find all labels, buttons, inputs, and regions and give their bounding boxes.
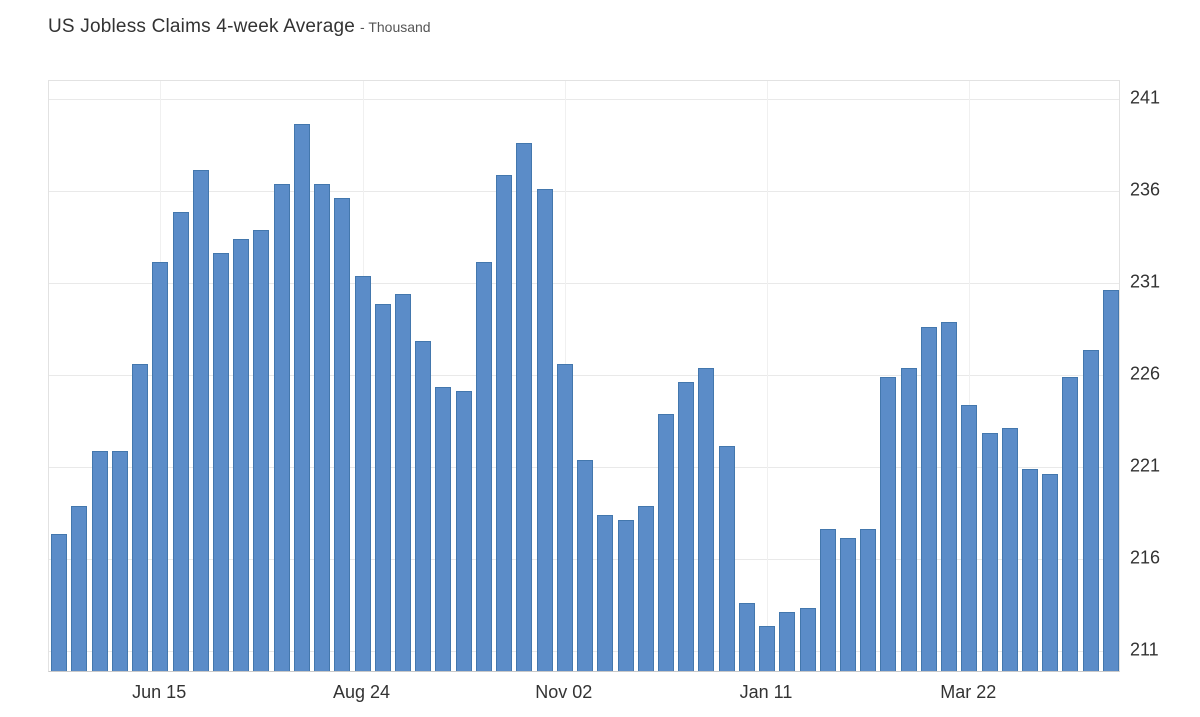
vertical-gridline — [767, 81, 768, 671]
chart-header: US Jobless Claims 4-week Average - Thousa… — [48, 16, 431, 38]
bar[interactable] — [435, 386, 452, 671]
bar[interactable] — [536, 188, 553, 671]
bar[interactable] — [192, 170, 209, 671]
y-axis-tick-label: 231 — [1130, 271, 1161, 292]
bar[interactable] — [1022, 469, 1038, 671]
y-axis-tick-label: 226 — [1130, 363, 1161, 384]
x-axis-tick-label: Aug 24 — [332, 682, 391, 702]
bar[interactable] — [152, 262, 169, 671]
bar[interactable] — [1042, 474, 1059, 671]
bar[interactable] — [51, 533, 68, 671]
bar[interactable] — [496, 174, 513, 671]
horizontal-gridline — [49, 282, 1119, 284]
bar[interactable] — [678, 381, 695, 671]
bar[interactable] — [172, 211, 189, 671]
y-axis-tick-label: 221 — [1130, 455, 1161, 476]
bar[interactable] — [920, 326, 937, 671]
bar[interactable] — [941, 322, 958, 671]
bar[interactable] — [1001, 427, 1018, 671]
bar[interactable] — [556, 363, 573, 671]
bar[interactable] — [779, 612, 796, 671]
x-axis-tick-label: Nov 02 — [535, 682, 593, 702]
bar[interactable] — [860, 529, 877, 671]
bar[interactable] — [1102, 289, 1119, 671]
bar[interactable] — [91, 451, 108, 671]
bar[interactable] — [819, 529, 836, 671]
bar[interactable] — [293, 124, 310, 671]
bar[interactable] — [880, 377, 897, 671]
bar[interactable] — [637, 506, 654, 671]
bar[interactable] — [617, 520, 634, 671]
bar[interactable] — [71, 506, 88, 671]
bar[interactable] — [961, 404, 978, 671]
bar[interactable] — [718, 446, 735, 671]
x-axis-tick-label: Mar 22 — [940, 682, 997, 702]
bar[interactable] — [516, 142, 533, 671]
horizontal-gridline — [49, 98, 1119, 100]
y-axis-tick-label: 211 — [1130, 639, 1159, 660]
plot-area — [48, 80, 1120, 672]
x-axis-tick-label: Jan 11 — [739, 682, 793, 702]
x-axis-tick-label: Jun 15 — [132, 682, 187, 702]
bar[interactable] — [374, 303, 391, 671]
bar[interactable] — [233, 239, 250, 671]
chart-title: US Jobless Claims 4-week Average — [48, 16, 356, 37]
bar[interactable] — [839, 538, 856, 671]
bar[interactable] — [981, 432, 998, 671]
bar[interactable] — [212, 253, 229, 671]
bar[interactable] — [738, 602, 755, 671]
bar[interactable] — [475, 262, 492, 671]
bar[interactable] — [1062, 377, 1079, 671]
vertical-gridline — [969, 81, 971, 671]
bar[interactable] — [799, 607, 816, 671]
horizontal-gridline — [49, 374, 1119, 376]
y-axis-tick-label: 241 — [1130, 87, 1161, 107]
bar[interactable] — [455, 391, 472, 671]
bar[interactable] — [253, 230, 270, 671]
bar[interactable] — [415, 340, 432, 671]
bar[interactable] — [395, 294, 411, 671]
bar[interactable] — [759, 625, 775, 671]
y-axis-tick-label: 216 — [1130, 547, 1161, 568]
chart-subtitle: - Thousand — [360, 19, 431, 35]
bar[interactable] — [334, 197, 351, 671]
bar[interactable] — [314, 184, 331, 671]
bar[interactable] — [132, 363, 148, 671]
y-axis-tick-label: 236 — [1130, 179, 1161, 200]
bar[interactable] — [354, 276, 371, 671]
bar[interactable] — [111, 451, 128, 671]
bar[interactable] — [597, 515, 614, 671]
horizontal-gridline — [49, 190, 1119, 192]
bar[interactable] — [273, 184, 290, 671]
bar[interactable] — [698, 368, 715, 671]
bar[interactable] — [900, 368, 917, 671]
bar[interactable] — [577, 460, 593, 671]
bar[interactable] — [1082, 349, 1099, 671]
bar[interactable] — [657, 414, 674, 671]
